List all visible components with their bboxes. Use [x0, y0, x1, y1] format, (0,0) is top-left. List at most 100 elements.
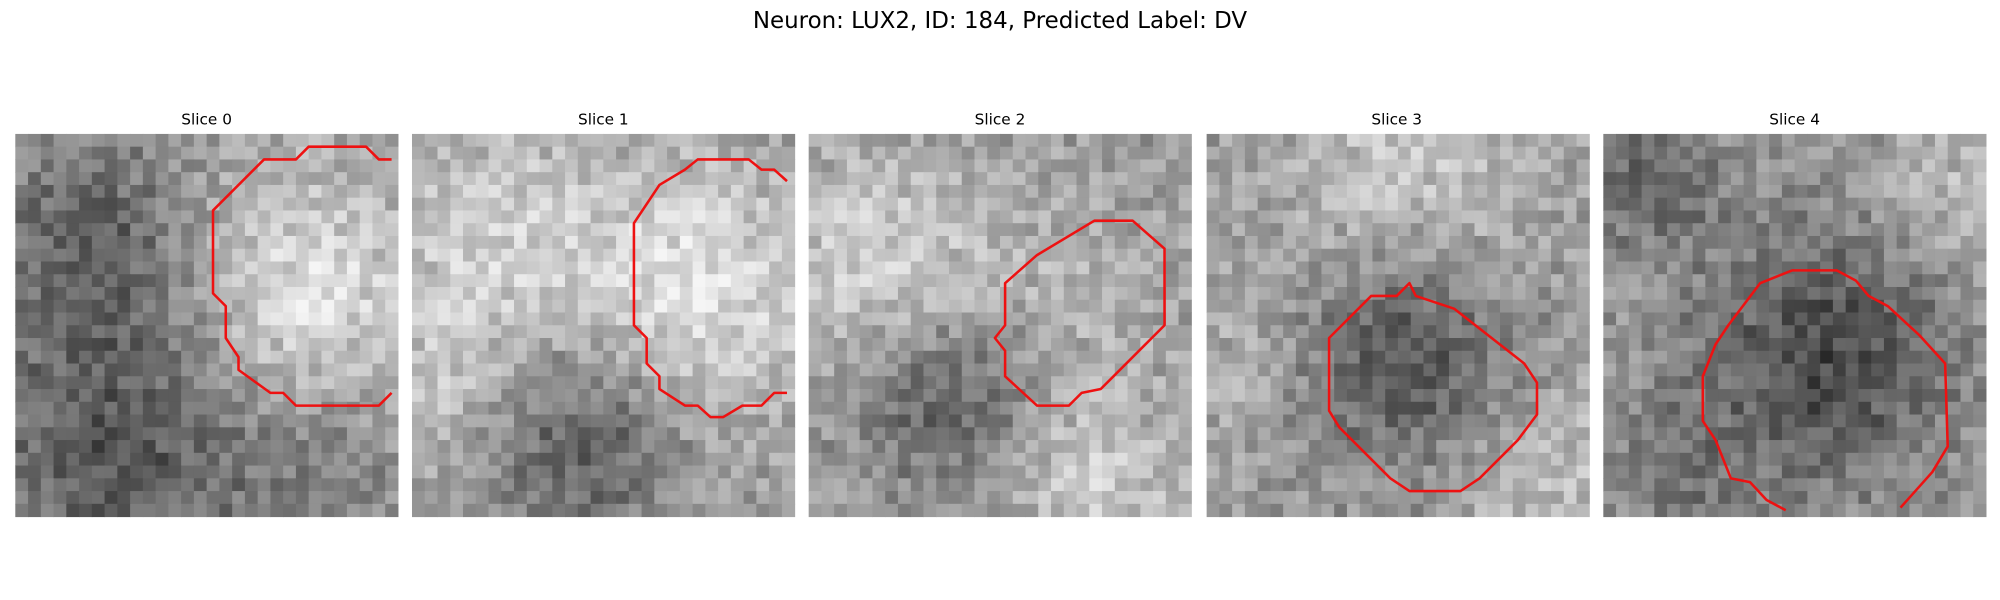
image-pixel [424, 338, 439, 352]
image-pixel [808, 235, 822, 250]
image-pixel [872, 274, 886, 288]
image-pixel [846, 440, 861, 454]
image-pixel [1410, 159, 1424, 173]
image-pixel [334, 503, 348, 518]
image-pixel [1140, 414, 1154, 428]
image-pixel [705, 274, 719, 288]
image-pixel [1756, 389, 1770, 403]
image-pixel [28, 248, 42, 262]
image-pixel [437, 427, 451, 441]
image-pixel [1127, 325, 1141, 339]
image-pixel [1423, 133, 1437, 148]
image-pixel [193, 376, 208, 390]
image-pixel [79, 299, 93, 314]
image-pixel [974, 299, 988, 314]
image-pixel [1960, 286, 1974, 301]
image-pixel [987, 363, 1001, 377]
image-pixel [1922, 274, 1936, 288]
image-pixel [1153, 184, 1167, 199]
image-pixel [781, 223, 796, 237]
image-pixel [718, 452, 732, 467]
image-pixel [743, 248, 757, 262]
image-pixel [897, 133, 912, 148]
image-pixel [961, 401, 976, 416]
image-pixel [359, 414, 373, 428]
image-pixel [1334, 274, 1348, 288]
image-pixel [1820, 503, 1834, 518]
image-pixel [283, 235, 297, 250]
image-pixel [1922, 478, 1936, 492]
image-pixel [616, 159, 630, 173]
image-pixel [1551, 350, 1565, 365]
image-pixel [232, 478, 246, 492]
image-pixel [1102, 172, 1116, 186]
image-pixel [1000, 363, 1014, 377]
image-pixel [1794, 414, 1808, 428]
image-pixel [872, 299, 886, 314]
image-pixel [1102, 478, 1116, 492]
image-pixel [885, 261, 899, 275]
image-pixel [1616, 184, 1630, 199]
image-pixel [1616, 223, 1630, 237]
image-pixel [1794, 440, 1808, 454]
image-pixel [308, 478, 322, 492]
image-pixel [603, 478, 617, 492]
image-pixel [603, 235, 617, 250]
image-pixel [1295, 440, 1310, 454]
image-pixel [385, 286, 399, 301]
image-pixel [1883, 172, 1898, 186]
image-pixel [526, 491, 541, 505]
image-pixel [834, 210, 848, 224]
image-pixel [1257, 338, 1271, 352]
image-pixel [1858, 312, 1872, 326]
image-pixel [283, 427, 297, 441]
image-pixel [142, 235, 157, 250]
image-pixel [1756, 325, 1770, 339]
image-pixel [1025, 452, 1039, 467]
image-pixel [667, 427, 681, 441]
image-pixel [756, 478, 770, 492]
image-pixel [1114, 274, 1129, 288]
image-pixel [437, 197, 451, 211]
image-pixel [91, 363, 106, 377]
image-pixel [283, 465, 297, 479]
image-pixel [552, 299, 566, 314]
image-pixel [1410, 440, 1424, 454]
image-pixel [1896, 184, 1910, 199]
image-pixel [1076, 274, 1090, 288]
image-pixel [1679, 210, 1694, 224]
image-pixel [1178, 503, 1192, 518]
image-pixel [769, 491, 783, 505]
image-pixel [1321, 427, 1335, 441]
image-pixel [1525, 338, 1539, 352]
image-pixel [1140, 401, 1154, 416]
image-pixel [679, 299, 694, 314]
image-pixel [718, 312, 732, 326]
image-pixel [28, 363, 42, 377]
image-pixel [552, 146, 566, 160]
image-pixel [1705, 146, 1719, 160]
image-pixel [1397, 491, 1412, 505]
image-pixel [1718, 159, 1732, 173]
image-pixel [28, 210, 42, 224]
image-pixel [1244, 261, 1259, 275]
image-pixel [961, 172, 976, 186]
image-pixel [1512, 389, 1527, 403]
image-pixel [948, 325, 963, 339]
image-pixel [437, 376, 451, 390]
image-pixel [667, 363, 681, 377]
image-pixel [1858, 184, 1872, 199]
image-pixel [437, 133, 451, 148]
image-pixel [308, 210, 322, 224]
image-pixel [1140, 299, 1154, 314]
image-pixel [897, 146, 912, 160]
image-pixel [1206, 478, 1220, 492]
image-pixel [718, 299, 732, 314]
image-pixel [1372, 197, 1386, 211]
image-pixel [1641, 312, 1655, 326]
image-pixel [1820, 210, 1834, 224]
image-pixel [616, 440, 630, 454]
image-pixel [1500, 414, 1514, 428]
image-pixel [1436, 312, 1450, 326]
